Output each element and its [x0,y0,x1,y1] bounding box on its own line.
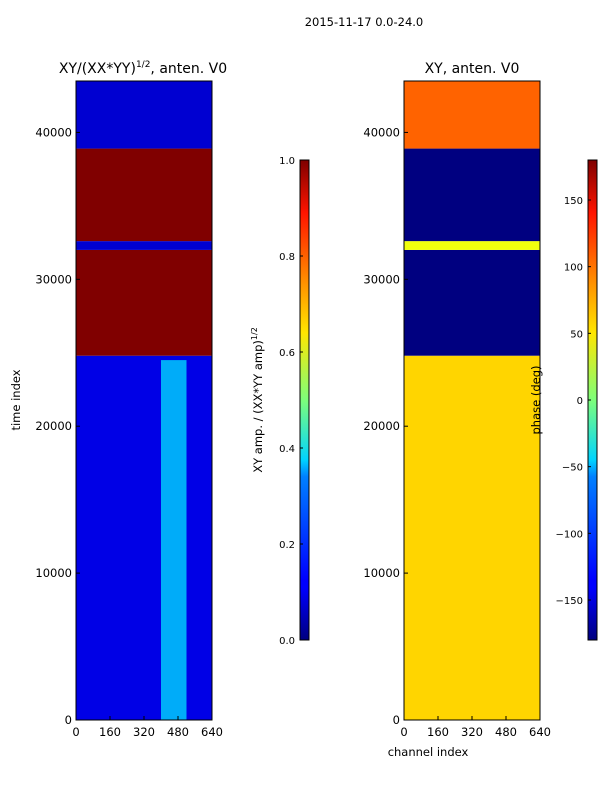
right-y-axis: 0 10000 20000 30000 40000 [363,125,408,727]
y-tick-label: 0 [65,713,72,727]
left-y-axis-label: time index [9,369,23,430]
figure-suptitle: 2015-11-17 0.0-24.0 [305,15,424,29]
left-panel: XY/(XX*YY)1/2, anten. V0 0 160 320 480 640 0… [9,60,227,739]
heatmap-band [404,355,540,720]
left-heatmap-image [76,81,212,720]
colorbar-tick-label: 0.6 [279,348,295,359]
heatmap-band [76,249,212,356]
x-tick-label: 0 [72,725,79,739]
right-colorbar-ticks: −150 −100 −50 0 50 100 150 [556,196,591,607]
colorbar-tick-label: 0 [577,396,583,407]
x-tick-label: 640 [529,725,551,739]
x-tick-label: 0 [400,725,407,739]
y-tick-label: 40000 [363,125,400,139]
heatmap-band [76,81,212,149]
left-colorbar: 0.0 0.2 0.4 0.6 0.8 1.0 XY amp. / (XX*YY amp)… [250,156,310,647]
colorbar-tick-label: 1.0 [279,156,295,167]
left-colorbar-ticks: 0.0 0.2 0.4 0.6 0.8 1.0 [279,156,303,647]
x-tick-label: 480 [495,725,517,739]
colorbar-tick-label: −100 [556,529,583,540]
colorbar-tick-label: 0.4 [279,444,295,455]
left-colorbar-label: XY amp. / (XX*YY amp)1/2 [250,327,265,473]
right-panel: XY, anten. V0 0 160 320 480 640 0 10000 20000 3… [363,61,551,759]
right-heatmap-image [404,81,540,720]
heatmap-band [76,148,212,242]
heatmap-band [404,241,540,250]
right-x-axis-label: channel index [388,745,469,759]
colorbar-tick-label: −150 [556,596,583,607]
colorbar-tick-label: 150 [564,196,583,207]
right-x-axis: 0 160 320 480 640 [400,716,551,739]
right-colorbar-label: phase (deg) [529,365,543,434]
left-colorbar-gradient [299,159,310,641]
colorbar-tick-label: 0.8 [279,252,295,263]
x-tick-label: 640 [201,725,223,739]
y-tick-label: 30000 [363,272,400,286]
colorbar-tick-label: 100 [564,263,583,274]
y-tick-label: 0 [393,713,400,727]
x-tick-label: 320 [133,725,155,739]
heatmap-band [404,81,540,149]
colorbar-tick-label: 0.2 [279,540,295,551]
y-tick-label: 10000 [35,566,72,580]
y-tick-label: 20000 [35,419,72,433]
x-tick-label: 160 [99,725,121,739]
heatmap-band [76,355,212,720]
heatmap-hot-region [161,360,187,720]
y-tick-label: 30000 [35,272,72,286]
y-tick-label: 40000 [35,125,72,139]
heatmap-band [404,148,540,242]
left-plot-title: XY/(XX*YY)1/2, anten. V0 [59,60,227,77]
colorbar-tick-label: −50 [562,463,583,474]
y-tick-label: 20000 [363,419,400,433]
heatmap-band [76,241,212,250]
x-tick-label: 320 [461,725,483,739]
right-colorbar: −150 −100 −50 0 50 100 150 phase (deg) [529,159,598,641]
x-tick-label: 480 [167,725,189,739]
right-plot-title: XY, anten. V0 [425,61,520,77]
colorbar-tick-label: 0.0 [279,636,295,647]
colorbar-tick-label: 50 [570,329,583,340]
x-tick-label: 160 [427,725,449,739]
left-y-axis: 0 10000 20000 30000 40000 [35,125,80,727]
y-tick-label: 10000 [363,566,400,580]
left-x-axis: 0 160 320 480 640 [72,716,223,739]
heatmap-band [404,249,540,356]
